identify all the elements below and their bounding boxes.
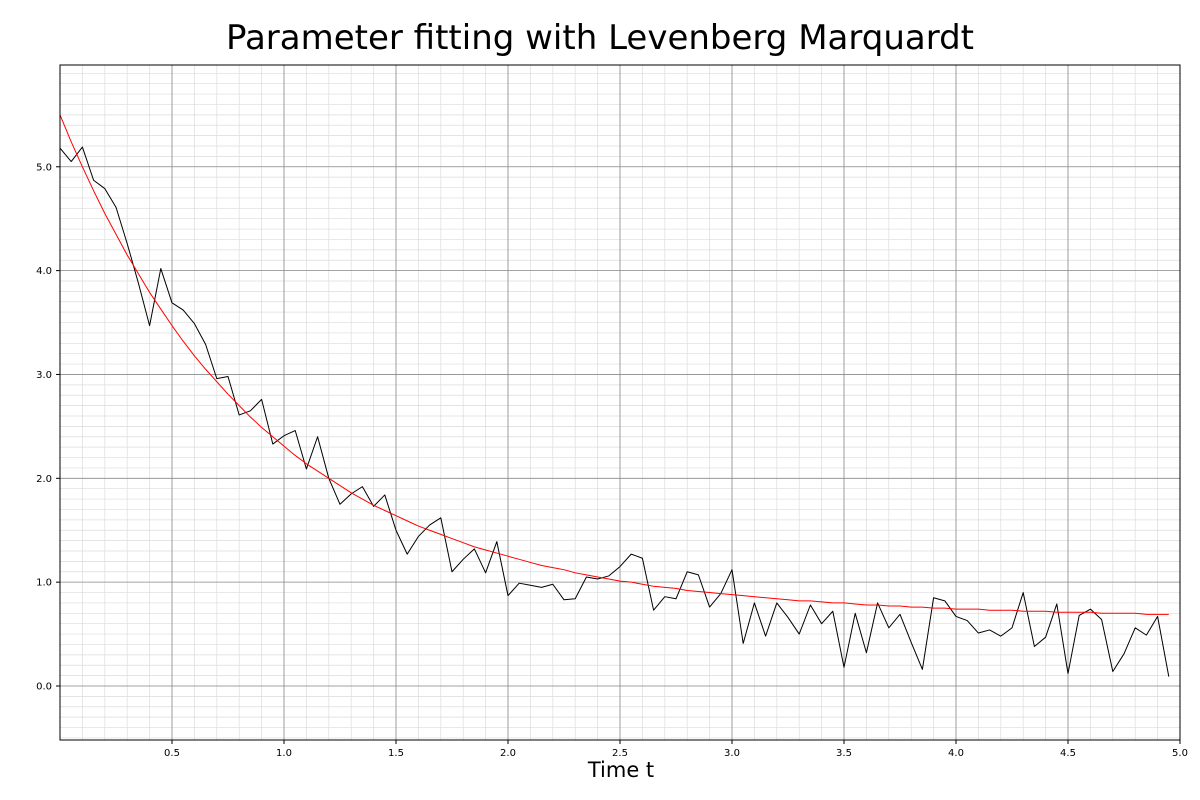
x-tick-label: 2.0 — [500, 748, 516, 759]
y-tick-label: 0.0 — [36, 682, 52, 693]
x-tick-label: 4.5 — [1060, 748, 1076, 759]
series-line-2 — [59, 114, 1169, 615]
x-tick-label: 3.5 — [836, 748, 852, 759]
x-tick-label: 5.0 — [1172, 748, 1188, 759]
series-layer — [59, 114, 1170, 677]
series-line-1 — [59, 146, 1170, 677]
x-tick-label: 0.5 — [164, 748, 180, 759]
y-tick-label: 2.0 — [36, 474, 52, 485]
y-tick-label: 5.0 — [36, 162, 52, 173]
y-tick-label: 4.0 — [36, 266, 52, 277]
x-tick-label: 2.5 — [612, 748, 628, 759]
y-tick-label: 1.0 — [36, 578, 52, 589]
x-tick-label: 3.0 — [724, 748, 740, 759]
major-grid — [60, 65, 1181, 740]
y-tick-label: 3.0 — [36, 370, 52, 381]
x-axis-label: Time t — [587, 758, 655, 782]
x-tick-label: 1.0 — [276, 748, 292, 759]
x-tick-label: 1.5 — [388, 748, 404, 759]
ticks-layer: 0.5 1.0 1.5 2.0 2.5 3.0 3.5 4.0 4.5 5.0 0.0 1.0 2.0 3… — [36, 162, 1188, 759]
chart-title: Parameter fitting with Levenberg Marquar… — [225, 18, 975, 58]
x-tick-label: 4.0 — [948, 748, 964, 759]
